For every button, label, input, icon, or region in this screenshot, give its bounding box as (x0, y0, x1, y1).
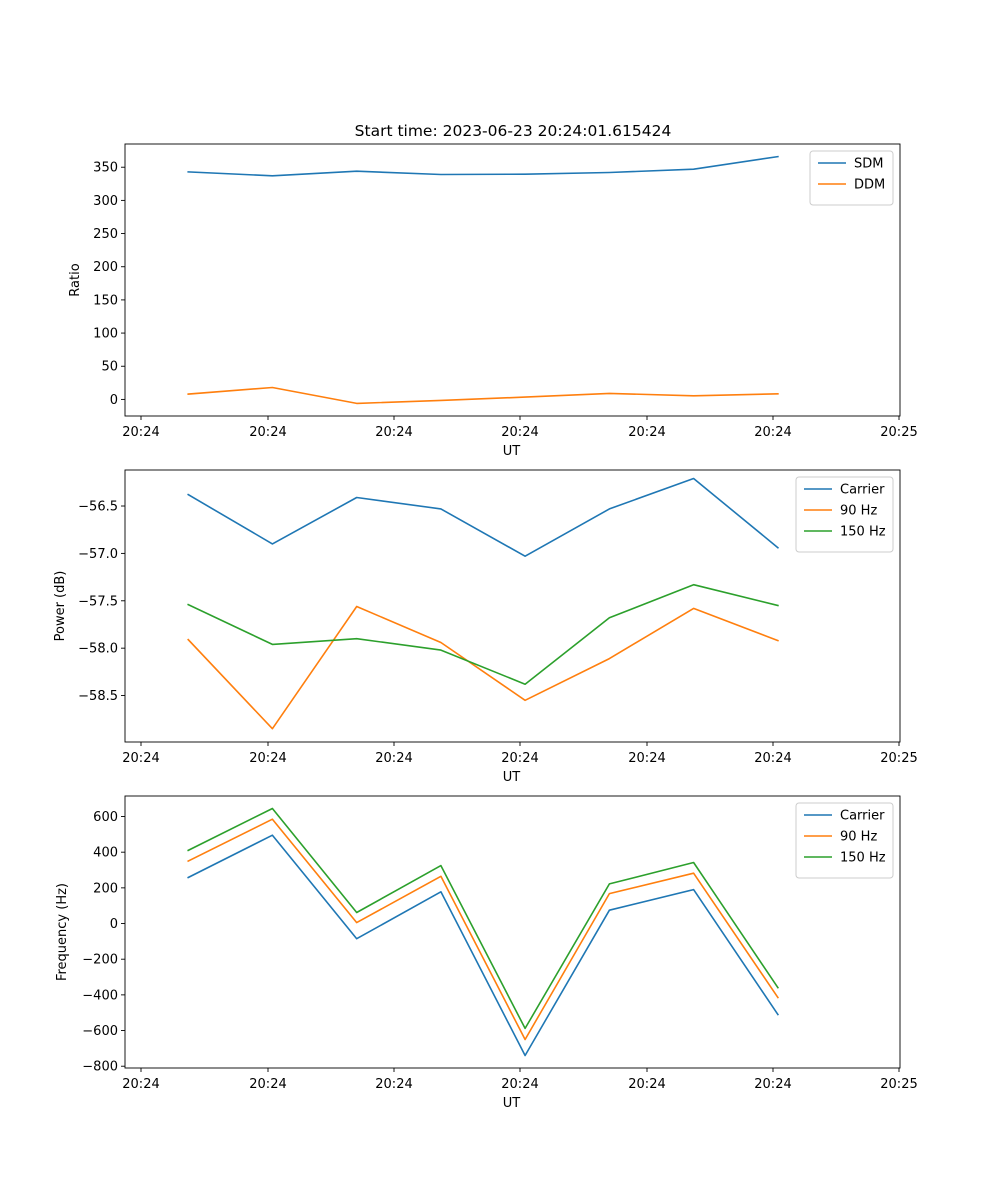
frequency-x-tick-label: 20:24 (754, 1077, 791, 1092)
ratio-y-axis-label: Ratio (68, 263, 83, 296)
ratio-legend-entry: DDM (854, 178, 885, 193)
power-y-tick-label: −57.5 (78, 594, 118, 609)
ratio-y-tick-label: 300 (93, 194, 118, 209)
ratio-x-axis-label: UT (503, 444, 521, 459)
power-y-tick-label: −56.5 (78, 500, 118, 515)
ratio-x-tick-label: 20:24 (249, 425, 286, 440)
power-x-tick-label: 20:24 (249, 751, 286, 766)
power-axes-frame (124, 469, 901, 743)
frequency-y-tick-label: −600 (82, 1024, 118, 1039)
frequency-x-tick-label: 20:24 (628, 1077, 665, 1092)
power-legend-entry: 90 Hz (840, 504, 877, 519)
ratio-x-tick-label: 20:25 (880, 425, 917, 440)
frequency-y-tick-label: 600 (93, 810, 118, 825)
frequency-x-tick-label: 20:24 (501, 1077, 538, 1092)
frequency-x-axis-label: UT (503, 1096, 521, 1111)
frequency-legend (795, 802, 894, 879)
frequency-y-tick-label: 200 (93, 881, 118, 896)
power-legend-entry: 150 Hz (840, 525, 886, 540)
frequency-y-tick-label: −800 (82, 1060, 118, 1075)
frequency-y-tick-label: −200 (82, 953, 118, 968)
frequency-series-150-hz (187, 807, 780, 1030)
ratio-y-tick-label: 200 (93, 260, 118, 275)
ratio-axes-frame (124, 143, 901, 417)
power-series-90-hz (187, 605, 779, 730)
frequency-x-tick-label: 20:24 (249, 1077, 286, 1092)
ratio-panel: 20:24 20:24 20:24 20:24 20:24 20:24 20:25 0 50 10… (68, 143, 918, 459)
power-x-tick-label: 20:24 (628, 751, 665, 766)
power-x-tick-label: 20:24 (754, 751, 791, 766)
ratio-x-tick-label: 20:24 (628, 425, 665, 440)
power-panel: 20:24 20:24 20:24 20:24 20:24 20:24 20:25 −56.5… (53, 469, 918, 785)
frequency-legend-entry: 150 Hz (840, 851, 886, 866)
power-y-tick-label: −57.0 (78, 547, 118, 562)
ratio-y-tick-label: 150 (93, 293, 118, 308)
frequency-x-tick-label: 20:25 (880, 1077, 917, 1092)
power-x-axis-label: UT (503, 770, 521, 785)
frequency-y-tick-label: 0 (110, 917, 118, 932)
power-x-tick-label: 20:24 (375, 751, 412, 766)
frequency-x-tick-label: 20:24 (122, 1077, 159, 1092)
ratio-series-ddm (187, 386, 779, 405)
ratio-y-tick-label: 350 (93, 161, 118, 176)
frequency-legend-entry: 90 Hz (840, 830, 877, 845)
ratio-x-tick-label: 20:24 (122, 425, 159, 440)
ratio-x-tick-label: 20:24 (501, 425, 538, 440)
ratio-series-sdm (187, 155, 779, 177)
power-y-axis-label: Power (dB) (53, 571, 68, 642)
power-x-tick-label: 20:25 (880, 751, 917, 766)
frequency-series-carrier (187, 834, 780, 1057)
frequency-axes-frame (124, 795, 901, 1069)
frequency-y-tick-label: 400 (93, 846, 118, 861)
frequency-legend-entry: Carrier (840, 809, 885, 824)
ratio-y-tick-label: 0 (110, 393, 118, 408)
power-series-carrier (187, 477, 780, 558)
power-legend-entry: Carrier (840, 483, 885, 498)
ratio-legend-entry: SDM (854, 157, 883, 172)
frequency-x-tick-label: 20:24 (375, 1077, 412, 1092)
ratio-y-tick-label: 250 (93, 227, 118, 242)
frequency-y-axis-label: Frequency (Hz) (55, 883, 70, 981)
ratio-y-tick-label: 100 (93, 327, 118, 342)
ratio-y-tick-label: 50 (101, 360, 118, 375)
frequency-series-90-hz (187, 818, 780, 1041)
power-y-tick-label: −58.0 (78, 642, 118, 657)
power-legend (795, 476, 894, 553)
ratio-x-tick-label: 20:24 (754, 425, 791, 440)
frequency-panel: 20:24 20:24 20:24 20:24 20:24 20:24 20:25 600 40… (55, 795, 918, 1111)
ratio-legend (809, 150, 894, 206)
ratio-x-tick-label: 20:24 (375, 425, 412, 440)
power-series-150-hz (187, 583, 779, 686)
power-y-tick-label: −58.5 (78, 689, 118, 704)
frequency-y-tick-label: −400 (82, 988, 118, 1003)
chart-title: Start time: 2023-06-23 20:24:01.615424 (355, 122, 672, 140)
power-x-tick-label: 20:24 (122, 751, 159, 766)
power-x-tick-label: 20:24 (501, 751, 538, 766)
